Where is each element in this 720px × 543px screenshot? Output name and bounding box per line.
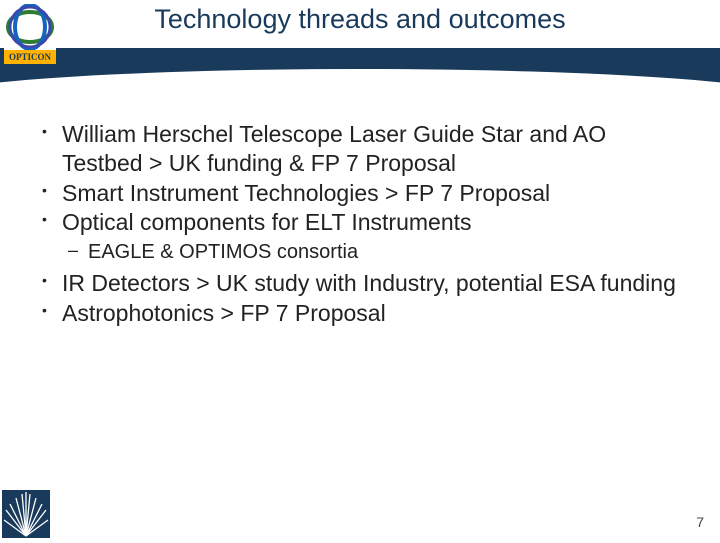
svg-text:OPTICON: OPTICON [9,52,52,62]
bullet-text: William Herschel Telescope Laser Guide S… [62,121,606,176]
list-item: William Herschel Telescope Laser Guide S… [38,120,678,178]
list-item: Astrophotonics > FP 7 Proposal [38,299,678,328]
bullet-text: Optical components for ELT Instruments [62,209,472,235]
sub-bullet-text: EAGLE & OPTIMOS consortia [88,241,358,263]
opticon-logo: OPTICON [4,4,56,64]
list-item: IR Detectors > UK study with Industry, p… [38,269,678,298]
list-item: Smart Instrument Technologies > FP 7 Pro… [38,179,678,208]
sub-bullet-list: EAGLE & OPTIMOS consortia [62,239,678,265]
bullet-text: Astrophotonics > FP 7 Proposal [62,300,386,326]
bullet-list: William Herschel Telescope Laser Guide S… [38,120,678,328]
slide-body: William Herschel Telescope Laser Guide S… [38,120,678,329]
page-number: 7 [696,514,704,530]
sub-list-item: EAGLE & OPTIMOS consortia [62,239,678,265]
bullet-text: Smart Instrument Technologies > FP 7 Pro… [62,180,550,206]
list-item: Optical components for ELT Instruments E… [38,208,678,265]
slide-title: Technology threads and outcomes [0,4,720,35]
sunburst-logo [2,490,50,538]
bullet-text: IR Detectors > UK study with Industry, p… [62,270,676,296]
